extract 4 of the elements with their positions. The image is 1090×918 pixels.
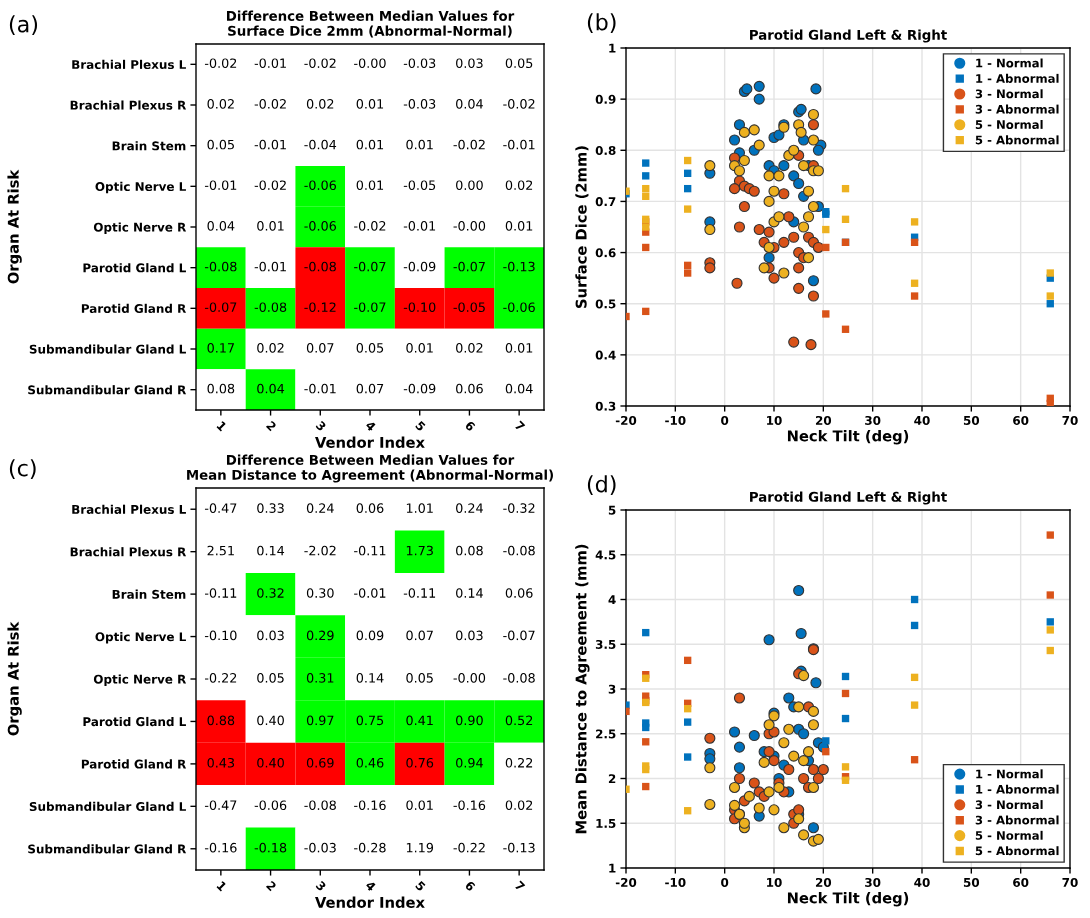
text: (c) [9,459,36,480]
text: (d) [587,475,616,496]
text: (b) [587,13,616,34]
text: (a) [9,15,38,36]
